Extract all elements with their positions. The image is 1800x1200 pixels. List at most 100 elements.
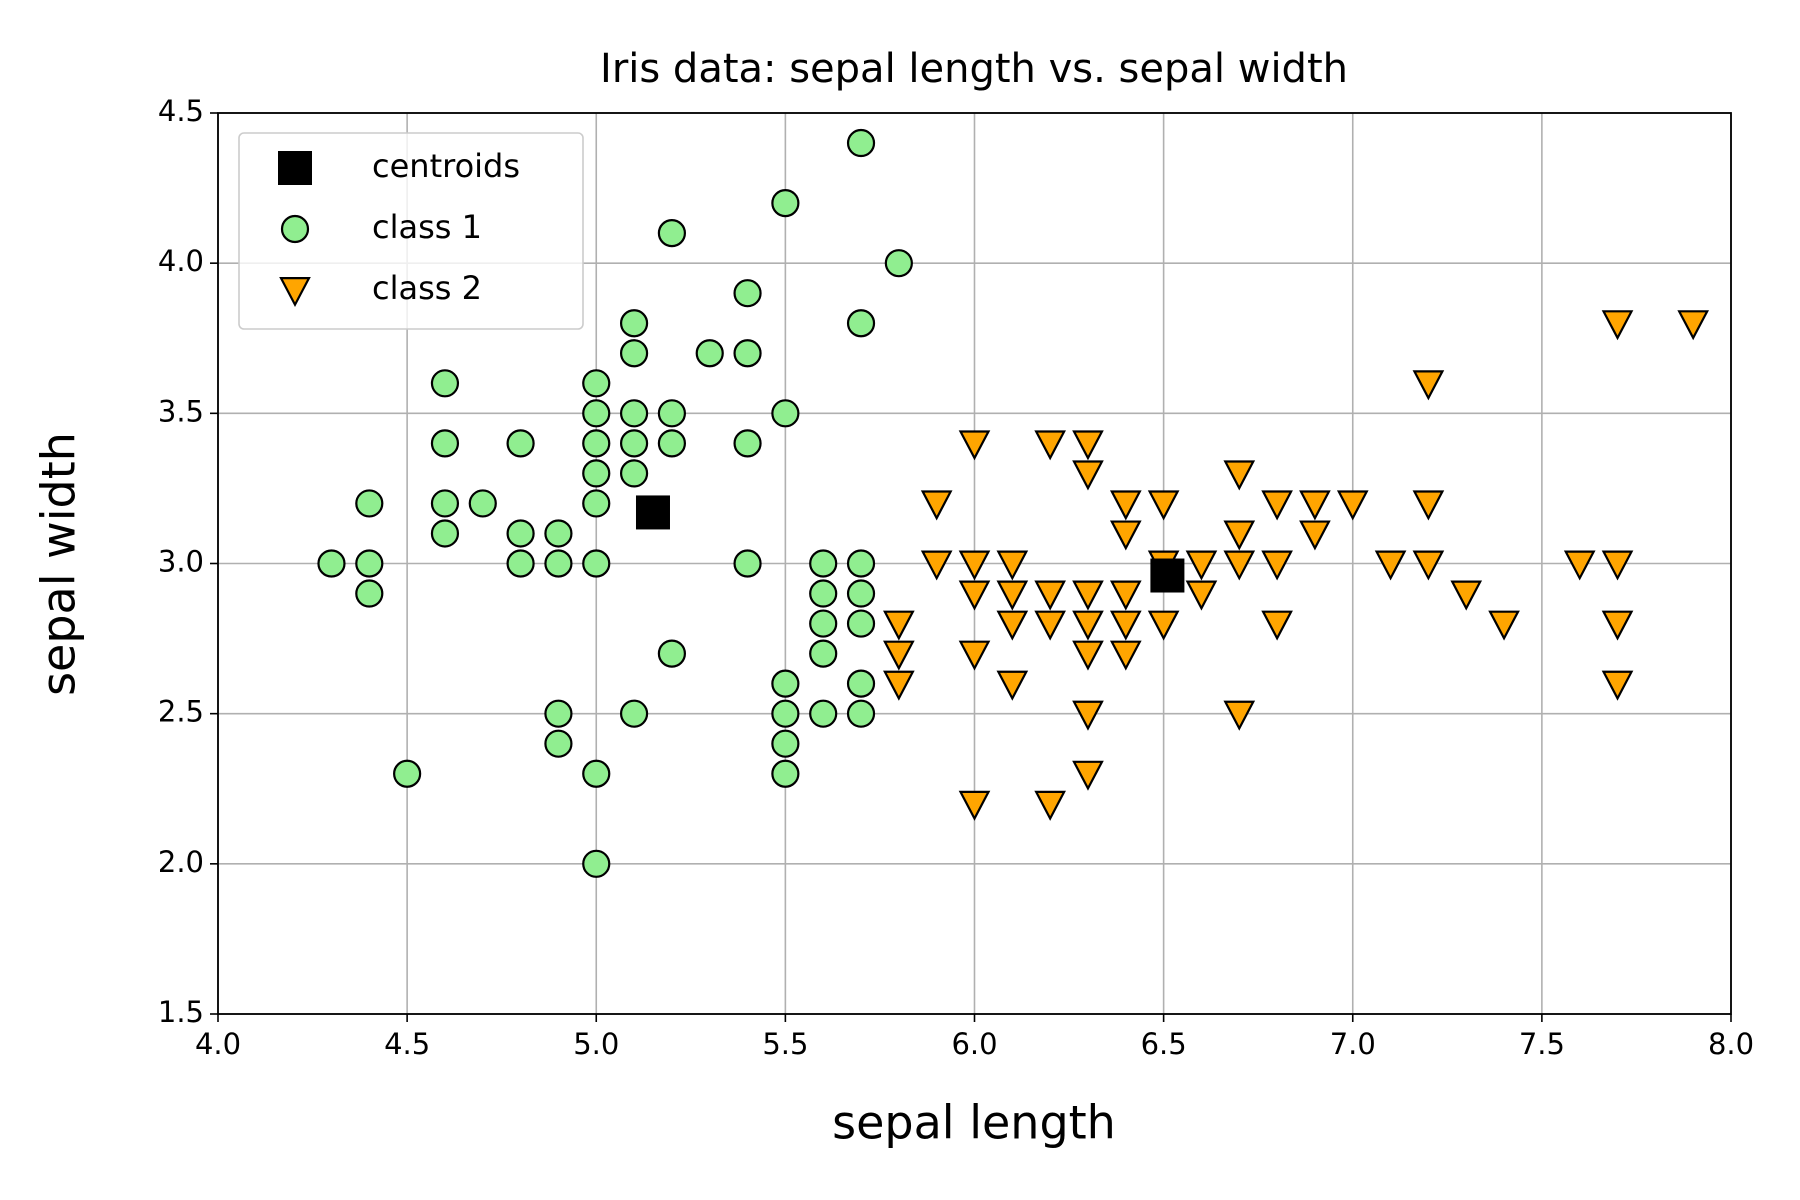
point <box>1109 640 1142 671</box>
point <box>846 699 876 728</box>
point <box>1109 580 1142 611</box>
point <box>430 429 460 458</box>
point <box>1488 610 1520 641</box>
y-tick-label: 4.5 <box>158 94 204 128</box>
legend-marker <box>278 151 312 185</box>
point <box>1034 790 1066 821</box>
point <box>1185 550 1218 581</box>
point <box>1072 430 1104 461</box>
point <box>430 369 460 398</box>
point <box>355 579 384 608</box>
point <box>733 549 762 578</box>
point <box>1072 610 1104 641</box>
point <box>958 640 991 671</box>
point <box>1299 520 1331 551</box>
point <box>619 699 649 728</box>
y-tick-label: 4.0 <box>158 244 204 278</box>
point <box>695 339 724 368</box>
point <box>430 489 460 518</box>
legend-box <box>238 132 584 330</box>
point <box>619 459 649 488</box>
point <box>958 580 991 611</box>
point <box>1601 670 1634 701</box>
point <box>544 729 573 758</box>
point <box>1677 310 1709 341</box>
point <box>1601 310 1634 341</box>
axes-frame <box>217 112 1732 1015</box>
point <box>657 639 687 668</box>
point <box>582 849 611 878</box>
point <box>317 549 346 578</box>
point <box>958 550 991 581</box>
point <box>958 430 991 461</box>
legend-label: class 2 <box>372 269 482 307</box>
point <box>1261 610 1293 641</box>
point <box>1109 610 1142 641</box>
point <box>582 369 611 398</box>
point <box>430 519 460 548</box>
point <box>1034 610 1066 641</box>
point <box>809 609 838 638</box>
point <box>1072 700 1104 731</box>
point <box>846 669 876 698</box>
y-axis-label: sepal width <box>32 432 86 696</box>
point <box>1374 550 1407 581</box>
point <box>544 699 573 728</box>
x-tick-label: 5.5 <box>762 1027 808 1061</box>
point <box>846 549 876 578</box>
point <box>1147 610 1180 641</box>
point <box>1072 460 1104 491</box>
point <box>1412 490 1445 521</box>
x-axis-label: sepal length <box>832 1096 1116 1150</box>
x-tick-label: 7.5 <box>1519 1027 1565 1061</box>
point <box>809 699 838 728</box>
point <box>996 550 1029 581</box>
point <box>1261 490 1293 521</box>
point <box>1185 580 1218 611</box>
point <box>393 759 422 788</box>
legend: centroids class 1 class 2 <box>238 132 584 330</box>
point <box>619 429 649 458</box>
x-tick-label: 8.0 <box>1708 1027 1754 1061</box>
point <box>355 489 384 518</box>
point <box>1223 550 1256 581</box>
y-tick-label: 3.5 <box>158 394 204 428</box>
point <box>355 549 384 578</box>
point <box>883 610 915 641</box>
point <box>996 580 1029 611</box>
point <box>1261 550 1293 581</box>
point <box>582 459 611 488</box>
x-tick-label: 5.0 <box>573 1027 619 1061</box>
point <box>809 639 838 668</box>
x-tick-label: 6.5 <box>1141 1027 1187 1061</box>
point <box>1223 700 1256 731</box>
point <box>733 279 762 308</box>
point <box>468 489 497 518</box>
point <box>883 670 915 701</box>
point <box>771 669 800 698</box>
point <box>1109 490 1142 521</box>
point <box>771 189 800 218</box>
y-tick-label: 2.0 <box>158 845 204 879</box>
x-tick-label: 7.0 <box>1330 1027 1376 1061</box>
point <box>1109 520 1142 551</box>
point <box>883 640 915 671</box>
point <box>1601 610 1634 641</box>
point <box>771 699 800 728</box>
point <box>506 519 535 548</box>
point <box>996 670 1029 701</box>
point <box>958 790 991 821</box>
point <box>657 399 687 428</box>
point <box>1072 760 1104 791</box>
point <box>635 495 670 530</box>
x-tick-label: 6.0 <box>951 1027 997 1061</box>
point <box>846 579 876 608</box>
point <box>846 609 876 638</box>
point <box>619 399 649 428</box>
legend-marker <box>279 277 311 308</box>
point <box>1336 490 1369 521</box>
point <box>1072 640 1104 671</box>
legend-label: class 1 <box>372 208 482 246</box>
point <box>544 519 573 548</box>
point <box>1223 520 1256 551</box>
